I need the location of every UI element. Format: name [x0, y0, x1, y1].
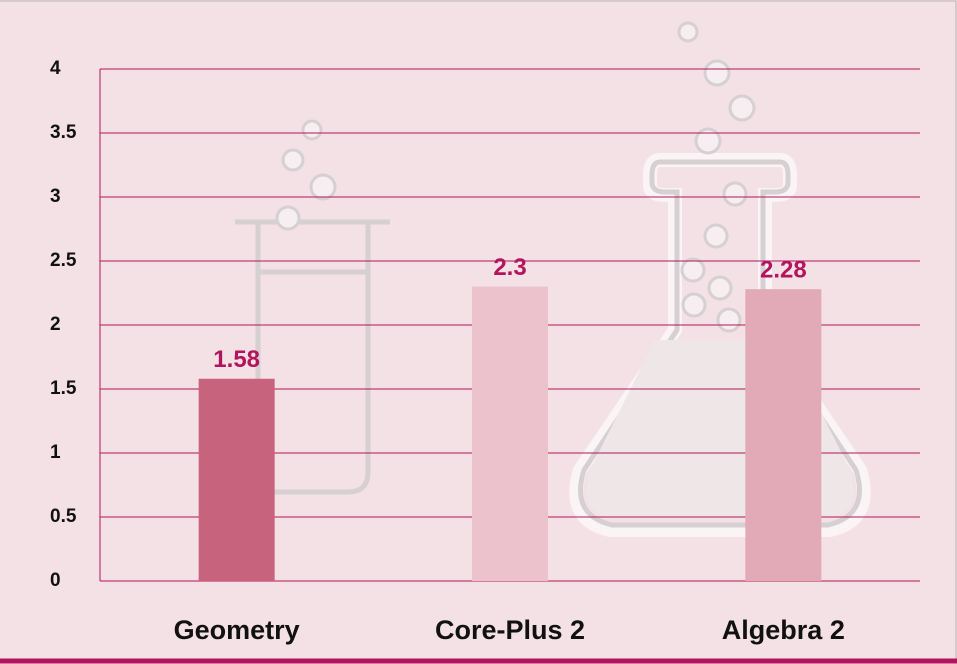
page: 0 0.5 1 1.5 2 2.5 3 3.5 4 Geometry 1.58 Core-Plus 2… [0, 0, 957, 664]
x-tick-label: Core-Plus 2 [435, 615, 585, 645]
y-tick-label: 2 [50, 314, 61, 335]
value-label: 1.58 [213, 346, 260, 373]
value-label: 2.3 [493, 254, 526, 281]
bar [199, 379, 275, 581]
x-tick-label: Algebra 2 [722, 615, 845, 645]
y-tick-label: 1 [50, 442, 61, 463]
bar [472, 287, 548, 581]
y-tick-label: 2.5 [50, 250, 77, 271]
y-tick-label: 0.5 [50, 506, 77, 527]
y-tick-label: 4 [50, 58, 61, 79]
x-tick-label: Geometry [174, 615, 300, 645]
y-tick-label: 1.5 [50, 378, 77, 399]
y-tick-label: 0 [50, 570, 61, 591]
chart: 0 0.5 1 1.5 2 2.5 3 3.5 4 Geometry 1.58 Core-Plus 2… [0, 0, 957, 664]
y-tick-label: 3 [50, 186, 61, 207]
bar [745, 289, 821, 581]
y-tick-label: 3.5 [50, 122, 77, 143]
value-label: 2.28 [760, 257, 807, 284]
